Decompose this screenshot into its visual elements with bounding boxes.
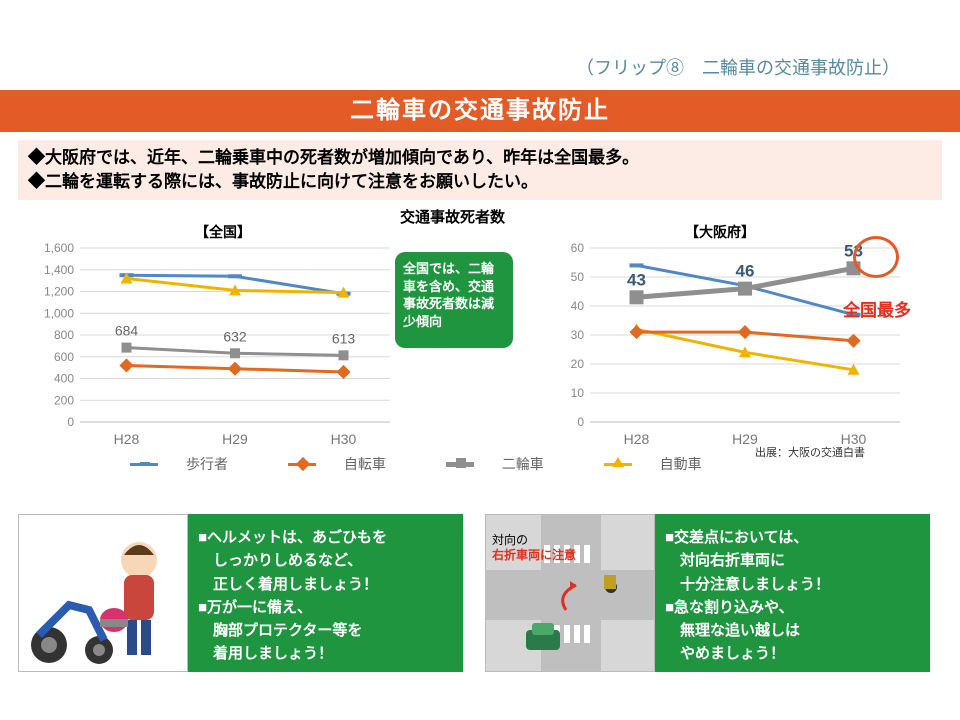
legend-bicycle: 自転車 <box>288 455 418 471</box>
svg-text:1,600: 1,600 <box>44 242 74 255</box>
tip-left-text: ■ヘルメットは、あごひもを しっかりしめるなど、 正しく着用しましょう！ ■万が… <box>188 514 463 672</box>
tip-card-left: ■ヘルメットは、あごひもを しっかりしめるなど、 正しく着用しましょう！ ■万が… <box>18 514 463 672</box>
svg-text:400: 400 <box>54 372 74 386</box>
svg-text:600: 600 <box>54 350 74 364</box>
svg-text:H29: H29 <box>222 431 248 447</box>
tip-left-image <box>18 514 188 672</box>
svg-text:H28: H28 <box>114 431 140 447</box>
chart-osaka-label: 【大阪府】 <box>685 222 755 242</box>
callout-trend: 全国では、二輪車を含め、交通事故死者数は減少傾向 <box>395 252 513 348</box>
legend-car: 自動車 <box>604 455 730 471</box>
page-title-bar: 二輪車の交通事故防止 <box>0 90 960 132</box>
legend-pedestrian: 歩行者 <box>130 455 260 471</box>
svg-text:30: 30 <box>571 328 585 342</box>
legend-motorcycle: 二輪車 <box>446 455 576 471</box>
tip-right-image: 対向の右折車両に注意 <box>485 514 655 672</box>
chart-source: 出展：大阪の交通白書 <box>755 444 865 460</box>
tip-right-text: ■交差点においては、 対向右折車両に 十分注意しましょう！ ■急な割り込みや、 … <box>655 514 930 672</box>
svg-text:1,200: 1,200 <box>44 285 74 299</box>
svg-text:60: 60 <box>571 242 585 255</box>
svg-text:800: 800 <box>54 328 74 342</box>
svg-text:43: 43 <box>627 270 646 289</box>
summary-line-1: ◆大阪府では、近年、二輪乗車中の死者数が増加傾向であり、昨年は全国最多。 <box>28 146 932 170</box>
svg-text:50: 50 <box>571 270 585 284</box>
chart-national: 0 200 400 600 800 1,000 1,200 1,400 1,600 H28 H29 H… <box>30 242 400 452</box>
tip-right-img-caption: 対向の右折車両に注意 <box>492 519 576 562</box>
summary-box: ◆大阪府では、近年、二輪乗車中の死者数が増加傾向であり、昨年は全国最多。 ◆二輪… <box>18 140 942 200</box>
highlight-text: 全国最多 <box>843 296 911 321</box>
svg-text:10: 10 <box>571 386 585 400</box>
svg-text:613: 613 <box>332 330 356 346</box>
svg-text:H30: H30 <box>331 431 357 447</box>
highlight-circle <box>853 236 899 278</box>
svg-text:0: 0 <box>577 415 584 429</box>
summary-line-2: ◆二輪を運転する際には、事故防止に向けて注意をお願いしたい。 <box>28 170 932 194</box>
chart-osaka: 0102030405060H28H29H30434653 <box>540 242 910 452</box>
svg-text:40: 40 <box>571 299 585 313</box>
chart-legend: 歩行者 自転車 二輪車 自動車 <box>130 454 758 474</box>
svg-text:1,400: 1,400 <box>44 263 74 277</box>
svg-text:632: 632 <box>223 328 247 344</box>
svg-text:200: 200 <box>54 393 74 407</box>
flip-label: （フリップ⑧ 二輪車の交通事故防止） <box>576 54 900 80</box>
svg-text:684: 684 <box>115 323 139 339</box>
svg-text:46: 46 <box>736 262 755 281</box>
svg-text:0: 0 <box>67 415 74 429</box>
charts-center-title: 交通事故死者数 <box>400 206 505 227</box>
svg-text:1,000: 1,000 <box>44 306 74 320</box>
svg-text:20: 20 <box>571 357 585 371</box>
svg-text:H28: H28 <box>624 431 650 447</box>
tip-card-right: 対向の右折車両に注意 ■交差点においては、 対向右折車両に 十分注意しましょう！… <box>485 514 930 672</box>
chart-national-label: 【全国】 <box>195 222 251 242</box>
